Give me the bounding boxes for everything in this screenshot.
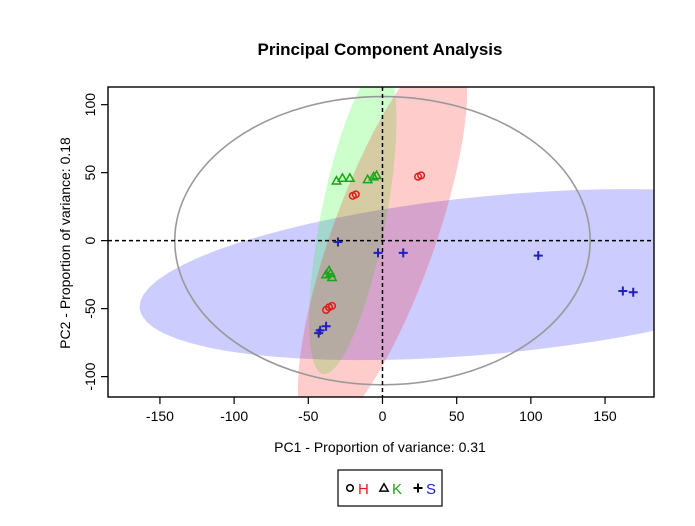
data-point-s-5 [628,287,638,297]
legend-marker-h [345,483,355,493]
y-tick-label--50: -50 [82,298,98,318]
data-point-s-2 [398,248,408,258]
y-tick-label-0: 0 [82,237,98,245]
data-point-h-1 [351,190,360,199]
data-point-k-9 [323,264,335,275]
x-tick-label--150: -150 [146,408,174,424]
data-point-h-3 [417,171,426,180]
legend-marker-s [413,483,423,493]
x-tick-label--50: -50 [298,408,318,424]
data-point-s-6 [321,321,331,331]
data-point-k-2 [344,172,356,182]
plot-content [108,87,654,397]
x-tick-label-100: 100 [519,408,543,424]
data-point-s-1 [373,248,383,258]
y-tick-label-100: 100 [82,93,98,117]
x-axis-label: PC1 - Proportion of variance: 0.31 [274,439,486,455]
data-point-k-4 [368,171,380,181]
data-point-s-3 [533,251,543,261]
x-tick-label--100: -100 [220,408,248,424]
x-tick-label-0: 0 [379,408,387,424]
plot-area: -150 -100 -50 0 50 100 150 -100 -50 0 50 100 [82,86,655,424]
data-point-k-8 [326,271,338,282]
y-tick-label-50: 50 [82,165,98,181]
legend-marker-k [378,482,390,492]
x-tick-label-50: 50 [449,408,465,424]
legend-label-k: K [392,481,402,498]
data-point-s-0 [333,237,343,247]
data-point-k-1 [336,172,348,182]
data-point-s-8 [314,328,324,338]
data-point-k-5 [371,169,383,180]
ellipse-s [139,189,654,361]
data-point-s-4 [618,286,628,296]
legend-box [337,469,443,507]
legend-label-h: H [358,481,369,498]
chart-title: Principal Component Analysis [258,40,503,59]
legend-label-s: S [426,481,436,498]
y-tick-label--100: -100 [82,362,98,390]
y-axis-label: PC2 - Proportion of variance: 0.18 [57,137,73,349]
plot-frame [107,86,655,398]
x-tick-label-150: 150 [593,408,617,424]
data-point-h-6 [327,301,337,310]
